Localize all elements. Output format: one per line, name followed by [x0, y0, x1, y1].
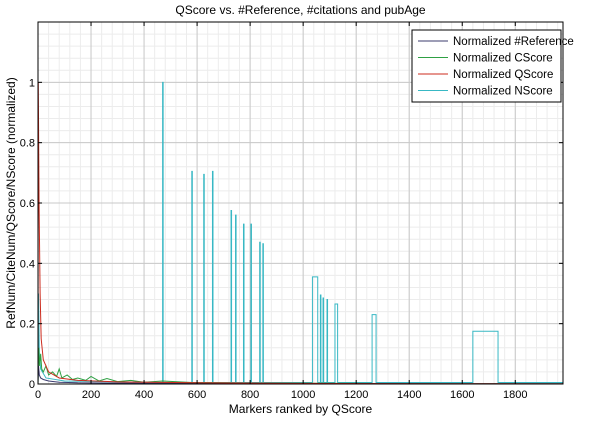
x-tick-label: 1000	[291, 389, 315, 401]
y-tick-label: 0.2	[20, 319, 35, 331]
chart-title: QScore vs. #Reference, #citations and pu…	[175, 3, 425, 17]
x-axis-label: Markers ranked by QScore	[229, 402, 373, 416]
y-tick-label: 0.6	[20, 198, 35, 210]
y-tick-label: 0.4	[20, 258, 35, 270]
x-tick-label: 200	[82, 389, 100, 401]
legend: Normalized #Reference Normalized CScore No…	[411, 29, 574, 103]
legend-label: Normalized CScore	[453, 53, 553, 65]
legend-label: Normalized QScore	[453, 69, 553, 81]
y-tick-label: 0	[29, 379, 35, 391]
legend-label: Normalized #Reference	[453, 36, 574, 48]
x-tick-label: 400	[135, 389, 153, 401]
y-tick-label: 0.8	[20, 138, 35, 150]
x-tick-label: 1600	[450, 389, 474, 401]
y-tick-label: 1	[29, 77, 35, 89]
ticks: 0 200 400 600 800 1000 1200 1400 1600 1800 0 0.2 0.4…	[20, 22, 563, 401]
series-line-normalized-qscore	[37, 82, 564, 385]
x-tick-label: 1400	[397, 389, 421, 401]
y-axis-label: RefNum/CiteNum/QScore/NScore (normalized…	[4, 77, 18, 328]
legend-label: Normalized NScore	[453, 86, 553, 98]
x-tick-label: 600	[188, 389, 206, 401]
x-tick-label: 0	[35, 389, 41, 401]
x-tick-label: 1200	[344, 389, 368, 401]
x-tick-label: 1800	[503, 389, 527, 401]
x-tick-label: 800	[241, 389, 259, 401]
